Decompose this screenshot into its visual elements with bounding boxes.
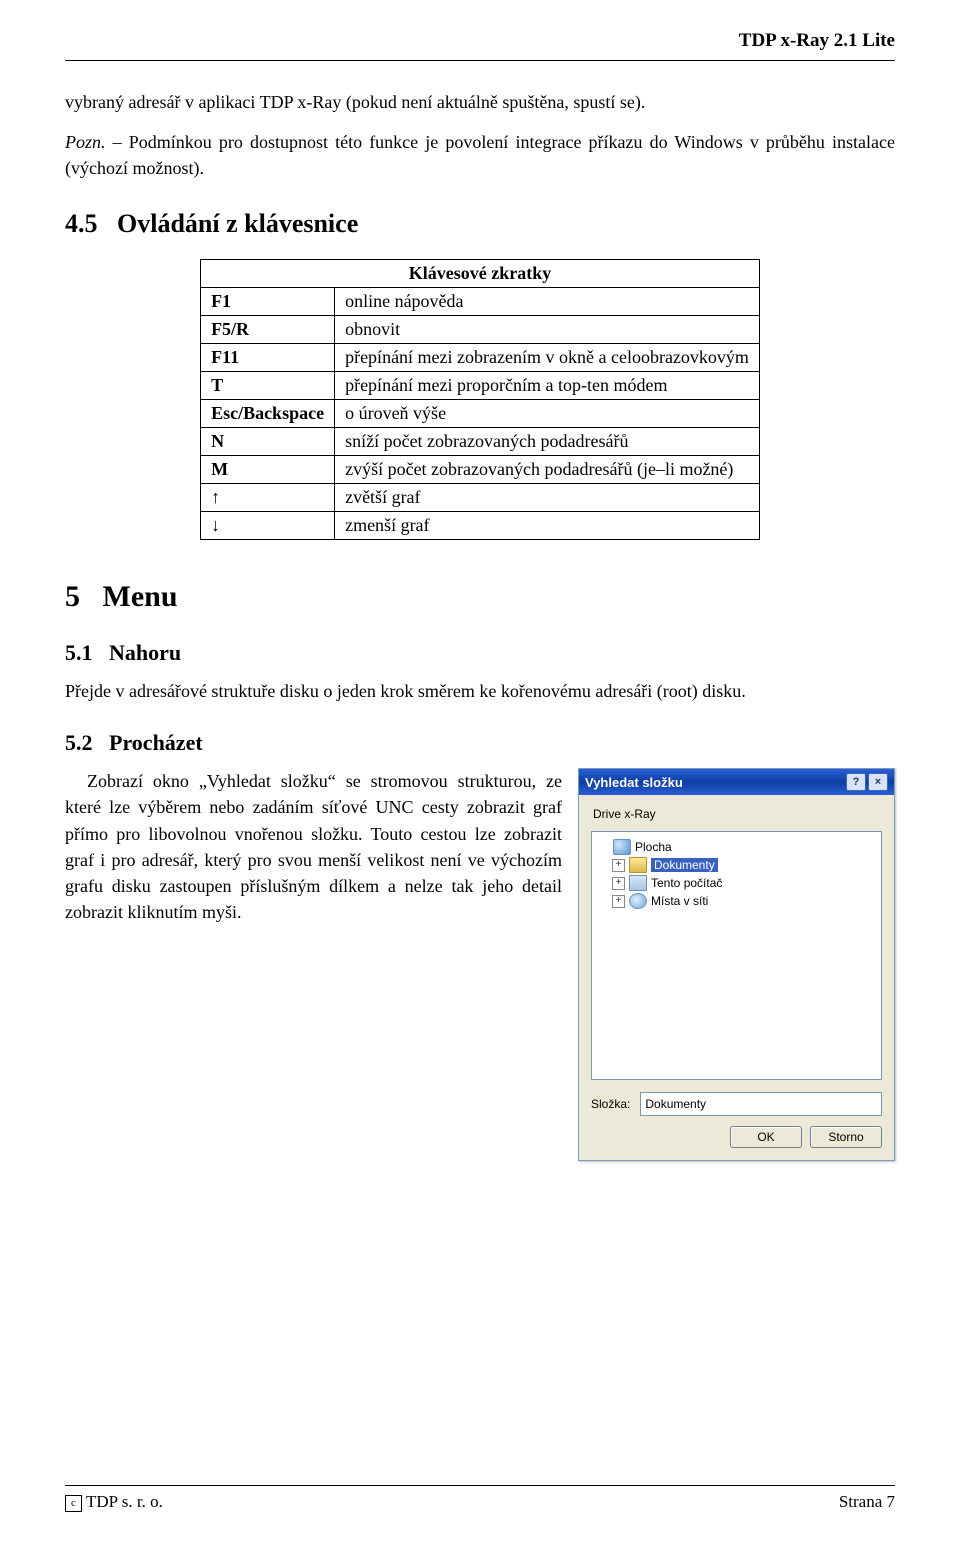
tree-item-desktop[interactable]: Plocha — [596, 838, 877, 856]
shortcut-key: Esc/Backspace — [201, 400, 335, 428]
table-row: M zvýší počet zobrazovaných podadresářů … — [201, 456, 760, 484]
section-4-5-title: Ovládání z klávesnice — [117, 209, 358, 238]
shortcut-desc: o úroveň výše — [335, 400, 760, 428]
chapter-5-heading: 5 Menu — [65, 580, 895, 614]
shortcut-key: F1 — [201, 288, 335, 316]
shortcut-key: M — [201, 456, 335, 484]
section-4-5-number: 4.5 — [65, 209, 98, 239]
footer-page-number: Strana 7 — [839, 1492, 895, 1512]
dialog-title: Vyhledat složku — [585, 775, 683, 790]
intro-paragraph: vybraný adresář v aplikaci TDP x-Ray (po… — [65, 89, 895, 115]
shortcut-desc: online nápověda — [335, 288, 760, 316]
folder-input[interactable] — [640, 1092, 882, 1116]
pc-icon — [629, 875, 647, 891]
table-row: ↑ zvětší graf — [201, 484, 760, 512]
section-5-2-heading: 5.2 Procházet — [65, 730, 895, 756]
section-4-5-heading: 4.5 Ovládání z klávesnice — [65, 209, 895, 239]
shortcut-desc: obnovit — [335, 316, 760, 344]
network-icon — [629, 893, 647, 909]
folder-icon — [629, 857, 647, 873]
storno-button[interactable]: Storno — [810, 1126, 882, 1148]
section-5-2-text: Zobrazí okno „Vyhledat složku“ se stromo… — [65, 768, 562, 925]
footer-left: cTDP s. r. o. — [65, 1492, 163, 1512]
shortcut-desc: přepínání mezi zobrazením v okně a celoo… — [335, 344, 760, 372]
table-row: F11 přepínání mezi zobrazením v okně a c… — [201, 344, 760, 372]
tree-item-documents[interactable]: + Dokumenty — [596, 856, 877, 874]
section-5-2-number: 5.2 — [65, 730, 93, 756]
table-row: T přepínání mezi proporčním a top-ten mó… — [201, 372, 760, 400]
tree-item-network[interactable]: + Místa v síti — [596, 892, 877, 910]
dialog-titlebar: Vyhledat složku ? × — [579, 769, 894, 795]
shortcut-desc: zmenší graf — [335, 512, 760, 540]
shortcut-key: N — [201, 428, 335, 456]
table-row: Esc/Backspace o úroveň výše — [201, 400, 760, 428]
table-row: ↓ zmenší graf — [201, 512, 760, 540]
shortcuts-caption: Klávesové zkratky — [201, 260, 760, 288]
shortcut-desc: sníží počet zobrazovaných podadresářů — [335, 428, 760, 456]
note-paragraph: Pozn. – Podmínkou pro dostupnost této fu… — [65, 129, 895, 181]
expand-icon[interactable]: + — [612, 877, 625, 890]
section-5-1-title: Nahoru — [109, 640, 181, 665]
shortcut-key: ↓ — [201, 512, 335, 540]
footer-rule — [65, 1485, 895, 1486]
help-icon[interactable]: ? — [846, 773, 866, 791]
shortcut-key: F5/R — [201, 316, 335, 344]
shortcut-desc: zvětší graf — [335, 484, 760, 512]
shortcuts-table: Klávesové zkratky F1 online nápověda F5/… — [200, 259, 760, 540]
footer-company: TDP s. r. o. — [86, 1492, 163, 1511]
shortcut-desc: zvýší počet zobrazovaných podadresářů (j… — [335, 456, 760, 484]
section-5-1-number: 5.1 — [65, 640, 93, 666]
tree-label: Místa v síti — [651, 894, 708, 908]
section-5-1-text: Přejde v adresářové struktuře disku o je… — [65, 678, 895, 704]
shortcut-key: T — [201, 372, 335, 400]
shortcut-key: F11 — [201, 344, 335, 372]
header-rule — [65, 60, 895, 61]
expand-icon[interactable]: + — [612, 859, 625, 872]
ok-button[interactable]: OK — [730, 1126, 802, 1148]
shortcut-key: ↑ — [201, 484, 335, 512]
page-header: TDP x-Ray 2.1 Lite — [65, 30, 895, 52]
tree-item-this-pc[interactable]: + Tento počítač — [596, 874, 877, 892]
desktop-icon — [613, 839, 631, 855]
copyright-icon: c — [65, 1495, 82, 1512]
folder-field-label: Složka: — [591, 1097, 630, 1111]
folder-tree[interactable]: Plocha + Dokumenty + Tento počítač — [591, 831, 882, 1080]
table-row: F1 online nápověda — [201, 288, 760, 316]
chapter-5-title: Menu — [103, 580, 178, 613]
shortcut-desc: přepínání mezi proporčním a top-ten móde… — [335, 372, 760, 400]
expand-icon[interactable]: + — [612, 895, 625, 908]
close-icon[interactable]: × — [868, 773, 888, 791]
browse-folder-dialog: Vyhledat složku ? × Drive x-Ray Plocha — [578, 768, 895, 1161]
tree-label-selected: Dokumenty — [651, 858, 718, 872]
table-row: F5/R obnovit — [201, 316, 760, 344]
page-footer: cTDP s. r. o. Strana 7 — [65, 1485, 895, 1512]
tree-label: Plocha — [635, 840, 672, 854]
tree-label: Tento počítač — [651, 876, 722, 890]
chapter-5-number: 5 — [65, 580, 80, 614]
note-text: – Podmínkou pro dostupnost této funkce j… — [65, 132, 895, 178]
section-5-1-heading: 5.1 Nahoru — [65, 640, 895, 666]
table-row: N sníží počet zobrazovaných podadresářů — [201, 428, 760, 456]
dialog-label: Drive x-Ray — [593, 807, 882, 821]
section-5-2-title: Procházet — [109, 730, 203, 755]
note-label: Pozn. — [65, 132, 106, 152]
